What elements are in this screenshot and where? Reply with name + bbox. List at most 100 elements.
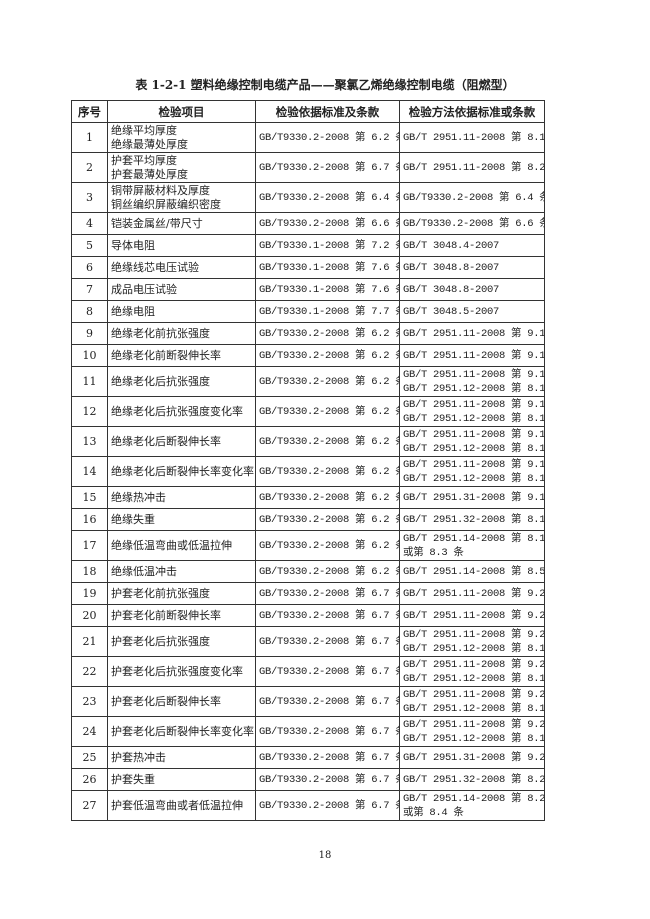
cell-item-text: 绝缘低温弯曲或低温拉伸: [111, 538, 232, 552]
cell-item-text: 铜带屏蔽材料及厚度: [111, 183, 210, 197]
cell-method: GB/T 2951.11-2008 第 9.2 条GB/T 2951.12-20…: [399, 626, 545, 657]
cell-no: 24: [71, 716, 108, 747]
cell-no-text: 20: [82, 608, 97, 622]
cell-method-text: GB/T 2951.11-2008 第 9.1 条: [403, 458, 545, 471]
table-row: 2 护套平均厚度 护套最薄处厚度 GB/T9330.2-2008 第 6.7 条 GB/…: [71, 152, 545, 183]
cell-item-text: 绝缘老化后抗张强度: [111, 374, 210, 388]
cell-no: 26: [71, 768, 108, 791]
cell-basis: GB/T9330.2-2008 第 6.7 条: [255, 656, 400, 687]
cell-method-text: GB/T 3048.8-2007: [403, 283, 500, 296]
table-row: 7 成品电压试验 GB/T9330.1-2008 第 7.6 条 GB/T 3048.…: [71, 278, 545, 301]
table-row: 14 绝缘老化后断裂伸长率变化率 GB/T9330.2-2008 第 6.2 条 GB…: [71, 456, 545, 487]
cell-item: 护套失重: [107, 768, 256, 791]
cell-basis: GB/T9330.2-2008 第 6.7 条: [255, 716, 400, 747]
cell-basis-text: GB/T9330.2-2008 第 6.6 条: [259, 217, 400, 230]
cell-item-text: 护套老化前断裂伸长率: [111, 608, 221, 622]
cell-method-text: GB/T 3048.5-2007: [403, 305, 500, 318]
cell-method-text: GB/T 2951.32-2008 第 8.2 条: [403, 773, 545, 786]
cell-method: GB/T 2951.11-2008 第 8.1 条: [399, 122, 545, 153]
table-row: 22 护套老化后抗张强度变化率 GB/T9330.2-2008 第 6.7 条 GB/…: [71, 656, 545, 687]
cell-basis-text: GB/T9330.2-2008 第 6.4 条: [259, 191, 400, 204]
cell-no-text: 22: [82, 664, 97, 678]
cell-item-text: 护套老化后抗张强度: [111, 634, 210, 648]
cell-basis-text: GB/T9330.2-2008 第 6.2 条: [259, 513, 400, 526]
cell-item-text: 护套老化后断裂伸长率变化率: [111, 724, 254, 738]
cell-method-text: GB/T 2951.11-2008 第 9.1 条: [403, 368, 545, 381]
cell-item-text: 绝缘老化前断裂伸长率: [111, 348, 221, 362]
cell-method-text: 或第 8.4 条: [403, 806, 464, 819]
cell-item: 铜带屏蔽材料及厚度 铜丝编织屏蔽编织密度: [107, 182, 256, 213]
cell-item-text: 护套老化后断裂伸长率: [111, 694, 221, 708]
cell-basis: GB/T9330.2-2008 第 6.4 条: [255, 182, 400, 213]
cell-no: 6: [71, 256, 108, 279]
cell-basis-text: GB/T9330.2-2008 第 6.2 条: [259, 465, 400, 478]
table-row: 25 护套热冲击 GB/T9330.2-2008 第 6.7 条 GB/T 2951.…: [71, 746, 545, 769]
cell-no-text: 13: [82, 434, 97, 448]
cell-method: GB/T 3048.8-2007: [399, 256, 545, 279]
cell-no: 12: [71, 396, 108, 427]
cell-method-text: GB/T 2951.11-2008 第 9.1 条: [403, 327, 545, 340]
page-number: 18: [318, 850, 332, 861]
cell-no-text: 16: [82, 512, 97, 526]
cell-item-text: 绝缘老化后断裂伸长率: [111, 434, 221, 448]
cell-basis-text: GB/T9330.2-2008 第 6.2 条: [259, 349, 400, 362]
cell-no-text: 12: [82, 404, 97, 418]
cell-item: 绝缘老化后断裂伸长率变化率: [107, 456, 256, 487]
cell-item-text: 绝缘低温冲击: [111, 564, 177, 578]
cell-no-text: 8: [86, 304, 93, 318]
table-row: 24 护套老化后断裂伸长率变化率 GB/T9330.2-2008 第 6.7 条 GB…: [71, 716, 545, 747]
cell-basis: GB/T9330.2-2008 第 6.7 条: [255, 604, 400, 627]
cell-method-text: GB/T 2951.32-2008 第 8.1 条: [403, 513, 545, 526]
cell-item: 护套老化后断裂伸长率: [107, 686, 256, 717]
cell-method-text: GB/T 2951.11-2008 第 9.2 条: [403, 628, 545, 641]
cell-item: 导体电阻: [107, 234, 256, 257]
cell-basis-text: GB/T9330.2-2008 第 6.7 条: [259, 161, 400, 174]
cell-no: 19: [71, 582, 108, 605]
cell-item: 绝缘老化前断裂伸长率: [107, 344, 256, 367]
cell-method-text: GB/T 3048.8-2007: [403, 261, 500, 274]
cell-no-text: 1: [86, 130, 93, 144]
cell-basis-text: GB/T9330.2-2008 第 6.7 条: [259, 751, 400, 764]
cell-item: 绝缘低温冲击: [107, 560, 256, 583]
cell-item: 绝缘老化后抗张强度变化率: [107, 396, 256, 427]
cell-item: 绝缘老化后断裂伸长率: [107, 426, 256, 457]
cell-method: GB/T 2951.11-2008 第 9.2 条GB/T 2951.12-20…: [399, 716, 545, 747]
table-row: 9 绝缘老化前抗张强度 GB/T9330.2-2008 第 6.2 条 GB/T 29…: [71, 322, 545, 345]
cell-method: GB/T 2951.11-2008 第 9.2 条GB/T 2951.12-20…: [399, 686, 545, 717]
cell-basis-text: GB/T9330.2-2008 第 6.7 条: [259, 773, 400, 786]
cell-basis: GB/T9330.2-2008 第 6.2 条: [255, 456, 400, 487]
cell-method: GB/T 2951.31-2008 第 9.1 条: [399, 486, 545, 509]
cell-no: 21: [71, 626, 108, 657]
cell-item-text: 护套老化后抗张强度变化率: [111, 664, 243, 678]
cell-basis-text: GB/T9330.2-2008 第 6.2 条: [259, 131, 400, 144]
cell-basis: GB/T9330.2-2008 第 6.7 条: [255, 768, 400, 791]
cell-method: GB/T 2951.11-2008 第 8.2 条: [399, 152, 545, 183]
cell-basis-text: GB/T9330.2-2008 第 6.7 条: [259, 635, 400, 648]
cell-method-text: GB/T 2951.14-2008 第 8.1 条: [403, 532, 545, 545]
cell-no: 1: [71, 122, 108, 153]
cell-method-text: GB/T 2951.12-2008 第 8.1 条: [403, 442, 545, 455]
table-title: 表 1-2-1 塑料绝缘控制电缆产品——聚氯乙烯绝缘控制电缆（阻燃型）: [135, 78, 515, 92]
inspection-table: 序号 检验项目 检验依据标准及条款 检验方法依据标准或条款 1 绝缘平均厚度 绝缘最…: [71, 100, 545, 821]
cell-no: 13: [71, 426, 108, 457]
cell-no: 15: [71, 486, 108, 509]
cell-no-text: 10: [82, 348, 97, 362]
cell-method: GB/T9330.2-2008 第 6.4 条: [399, 182, 545, 213]
cell-item-text: 护套热冲击: [111, 750, 166, 764]
cell-item: 绝缘平均厚度 绝缘最薄处厚度: [107, 122, 256, 153]
cell-no: 20: [71, 604, 108, 627]
cell-method: GB/T 3048.8-2007: [399, 278, 545, 301]
cell-method-text: GB/T 2951.11-2008 第 9.1 条: [403, 398, 545, 411]
cell-method-text: GB/T 2951.11-2008 第 9.2 条: [403, 688, 545, 701]
cell-method: GB/T 2951.11-2008 第 9.1 条: [399, 322, 545, 345]
cell-method-text: GB/T 2951.12-2008 第 8.1 条: [403, 732, 545, 745]
cell-basis: GB/T9330.1-2008 第 7.6 条: [255, 278, 400, 301]
cell-basis: GB/T9330.2-2008 第 6.7 条: [255, 746, 400, 769]
cell-method-text: GB/T 2951.11-2008 第 9.2 条: [403, 718, 545, 731]
cell-no: 3: [71, 182, 108, 213]
cell-item-text: 护套老化前抗张强度: [111, 586, 210, 600]
cell-no: 25: [71, 746, 108, 769]
cell-basis-text: GB/T9330.2-2008 第 6.2 条: [259, 539, 400, 552]
cell-no-text: 2: [86, 160, 93, 174]
cell-method-text: GB/T 2951.12-2008 第 8.1 条: [403, 702, 545, 715]
